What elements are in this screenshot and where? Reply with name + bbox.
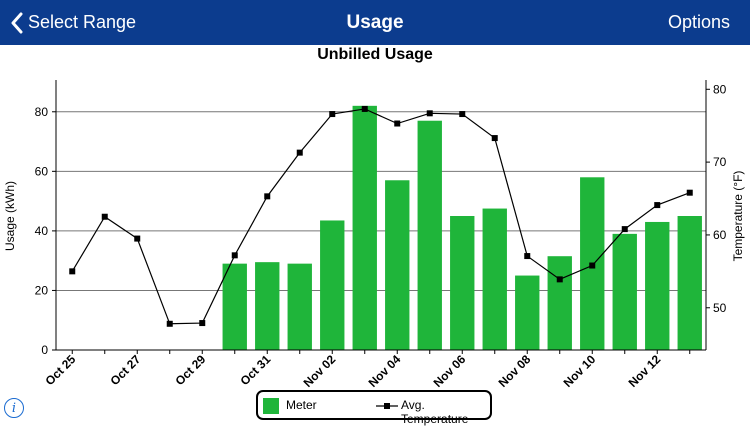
- x-tick-label: Nov 12: [626, 352, 664, 390]
- x-tick-label: Oct 31: [238, 352, 274, 388]
- y2-tick-label: 50: [713, 301, 727, 315]
- options-button[interactable]: Options: [667, 12, 730, 32]
- meter-bar: [287, 263, 312, 350]
- y-axis-title: Usage (kWh): [3, 181, 17, 251]
- temperature-point: [491, 135, 498, 142]
- y-tick-label: 40: [35, 224, 49, 238]
- y2-axis-title: Temperature (°F): [731, 171, 745, 262]
- temperature-point: [426, 110, 433, 117]
- chart-legend: Meter Avg. Temperature: [256, 390, 492, 426]
- meter-bar: [320, 220, 345, 350]
- temperature-point: [329, 111, 336, 118]
- x-tick-label: Oct 29: [173, 352, 209, 388]
- temperature-point: [524, 253, 531, 260]
- temperature-point: [686, 189, 693, 196]
- x-tick-label: Oct 25: [43, 352, 79, 388]
- x-tick-label: Nov 04: [366, 352, 404, 390]
- meter-bar: [547, 256, 572, 350]
- y2-tick-label: 80: [713, 82, 727, 96]
- meter-bar: [417, 120, 442, 350]
- meter-bar: [222, 263, 247, 350]
- temperature-point: [264, 193, 271, 200]
- y2-tick-label: 60: [713, 228, 727, 242]
- usage-chart: 0 20 40 60 80 50 60 70 80 Oct 25 Oct 27 Oct 29 Oct 3…: [3, 80, 745, 390]
- temperature-point: [69, 268, 76, 275]
- temperature-point: [459, 111, 466, 118]
- temperature-point: [556, 276, 563, 283]
- meter-bar: [515, 275, 540, 350]
- chevron-left-icon: [11, 12, 23, 33]
- temperature-point: [394, 120, 401, 127]
- x-tick-label: Oct 27: [108, 352, 144, 388]
- meter-bar: [612, 233, 637, 350]
- legend-meter-swatch: [263, 398, 279, 414]
- x-tick-label: Nov 02: [301, 352, 339, 390]
- meter-bar: [255, 262, 280, 350]
- nav-bar: Select Range Usage Options: [0, 0, 750, 45]
- chart-title: Unbilled Usage: [317, 46, 433, 63]
- meter-bar: [677, 216, 702, 350]
- y2-tick-label: 70: [713, 155, 727, 169]
- temperature-point: [101, 213, 108, 220]
- y-tick-label: 0: [41, 343, 48, 357]
- temperature-point: [589, 262, 596, 269]
- temperature-point: [231, 252, 238, 259]
- legend-meter-label: Meter: [286, 398, 317, 412]
- y-tick-label: 60: [35, 164, 49, 178]
- temperature-point: [621, 226, 628, 233]
- y-tick-label: 80: [35, 105, 49, 119]
- temperature-line: [71, 108, 690, 325]
- temperature-point: [199, 320, 206, 327]
- meter-bar: [352, 105, 377, 350]
- y-tick-label: 20: [35, 283, 49, 297]
- temperature-point: [654, 202, 661, 209]
- meter-bar: [450, 216, 475, 350]
- temperature-point: [361, 105, 368, 112]
- legend-temp-marker: [376, 403, 398, 409]
- select-range-label: Select Range: [28, 12, 137, 32]
- meter-bar: [482, 208, 507, 350]
- info-icon[interactable]: i: [4, 398, 24, 418]
- temperature-point: [166, 320, 173, 327]
- meter-bar: [645, 221, 670, 350]
- x-tick-label: Nov 06: [431, 352, 469, 390]
- temperature-point: [296, 149, 303, 156]
- meter-bar: [385, 180, 410, 350]
- select-range-button[interactable]: Select Range: [10, 0, 136, 45]
- x-tick-label: Nov 10: [561, 352, 599, 390]
- x-tick-label: Nov 08: [496, 352, 534, 390]
- temperature-point: [134, 235, 141, 242]
